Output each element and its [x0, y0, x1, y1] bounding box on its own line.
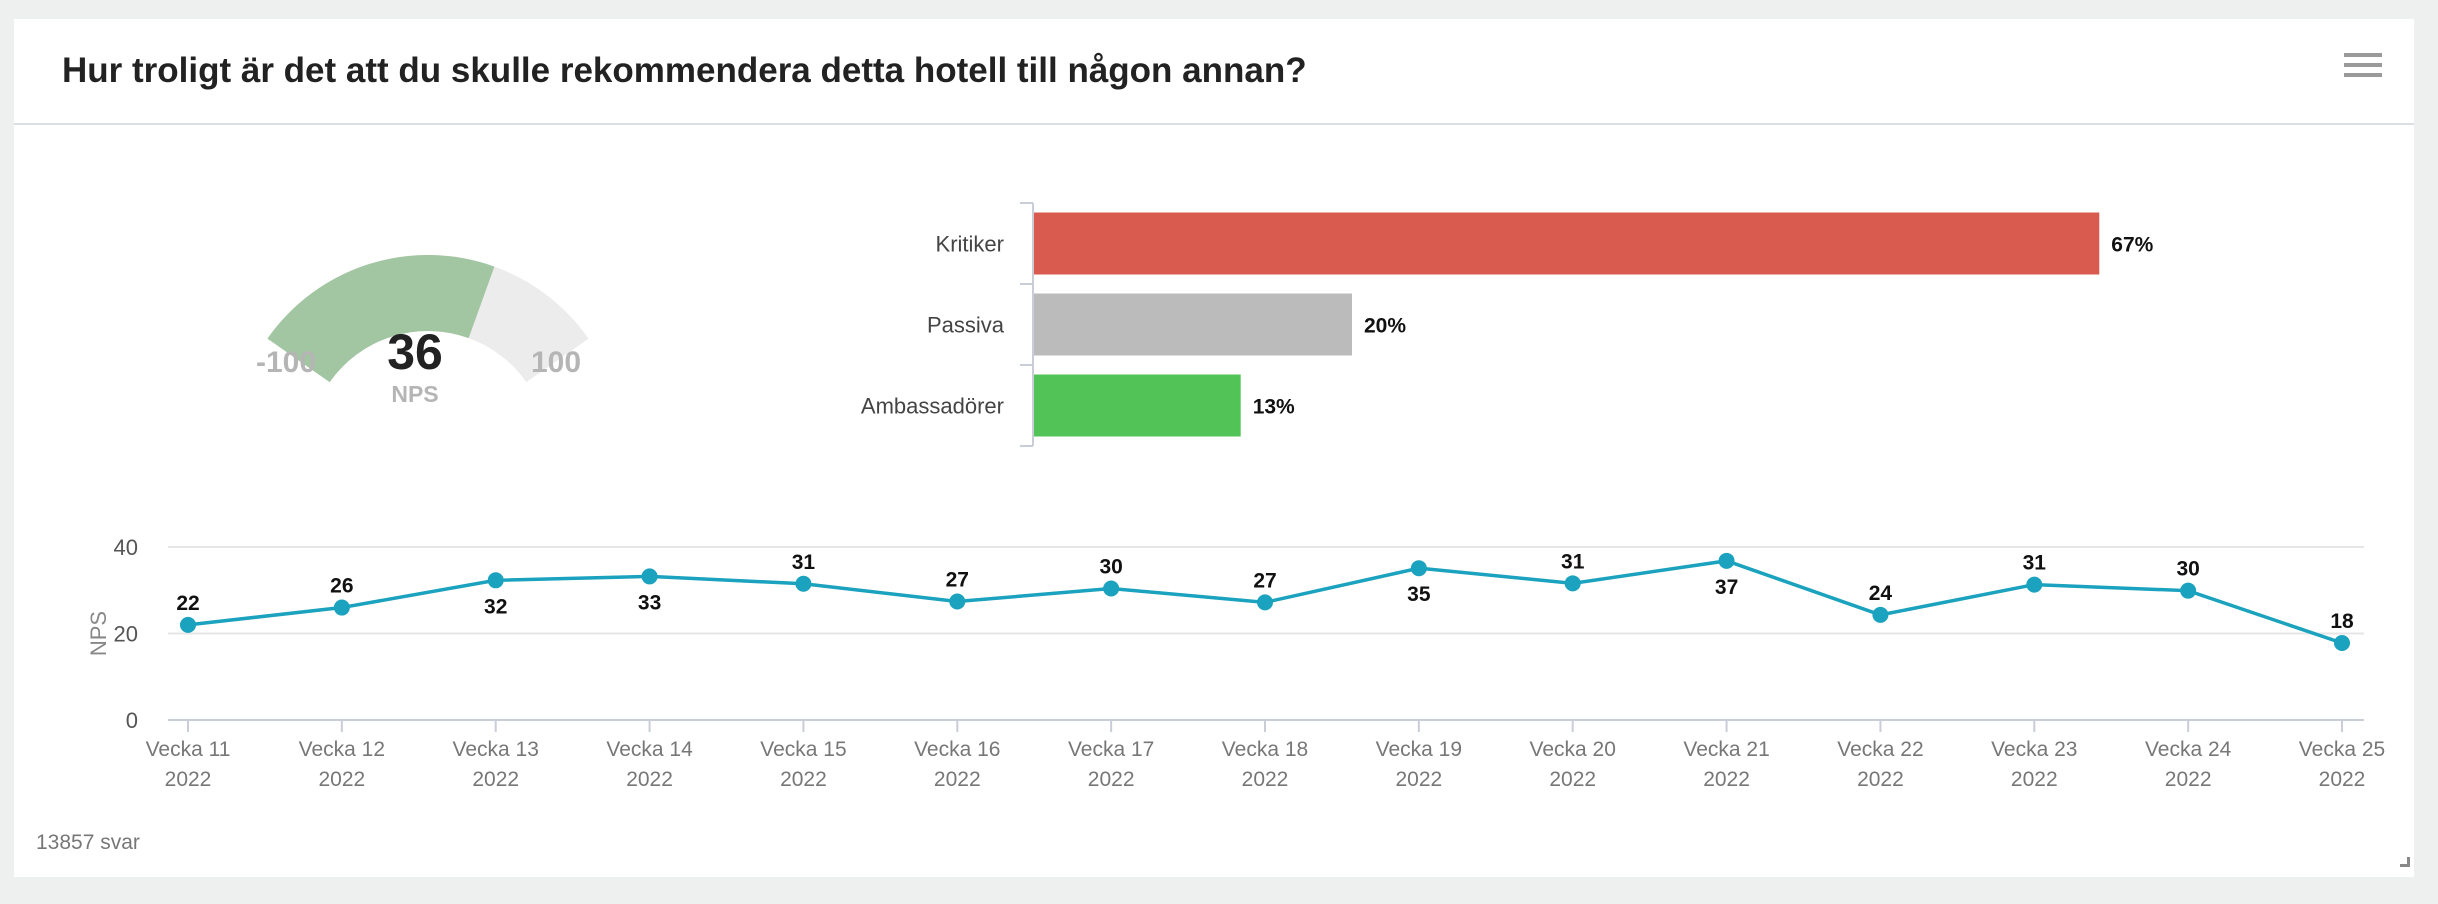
x-tick-label: Vecka 11 — [146, 738, 231, 761]
nps-data-label: 31 — [2023, 552, 2047, 575]
nps-data-label: 30 — [1099, 556, 1122, 579]
nps-data-label: 37 — [1715, 576, 1738, 599]
widget-title: Hur troligt är det att du skulle rekomme… — [62, 51, 1307, 90]
distribution-bar-chart: Kritiker 67% Passiva 20% Ambassadörer 13% — [861, 202, 2154, 447]
nps-data-label: 24 — [1869, 582, 1893, 605]
bar-chart-axis — [1020, 202, 1034, 447]
gauge-unit-label: NPS — [391, 381, 438, 407]
nps-gauge: -100 100 36 NPS — [256, 255, 589, 407]
bar-2[interactable] — [1034, 374, 1241, 437]
x-tick-label: Vecka 15 — [760, 738, 846, 761]
x-tick-label: Vecka 19 — [1376, 738, 1462, 761]
x-tick-year-label: 2022 — [2011, 768, 2058, 791]
nps-point-14[interactable] — [2334, 635, 2350, 652]
nps-trend-line-chart: 0 20 40 NPS Vecka 11 2022 Vecka 12 2022 Vecka 13… — [86, 535, 2385, 791]
bar-data-label: 13% — [1253, 396, 1295, 419]
x-tick-label: Vecka 16 — [914, 738, 1000, 761]
x-tick-year-label: 2022 — [626, 768, 673, 791]
nps-point-5[interactable] — [949, 593, 966, 610]
nps-point-0[interactable] — [180, 616, 196, 633]
x-tick-year-label: 2022 — [2165, 768, 2212, 791]
nps-point-7[interactable] — [1257, 594, 1273, 611]
x-tick-year-label: 2022 — [1395, 768, 1442, 791]
y-axis-label: NPS — [86, 611, 111, 656]
line-chart-series: 22 26 32 33 31 27 30 27 35 31 37 24 31 30 18 — [176, 550, 2354, 652]
nps-data-label: 27 — [946, 568, 969, 591]
bar-chart-bars: Kritiker 67% Passiva 20% Ambassadörer 13% — [861, 212, 2154, 437]
x-tick-year-label: 2022 — [2319, 768, 2366, 791]
gauge-value: 36 — [387, 324, 443, 380]
nps-widget: Hur troligt är det att du skulle rekomme… — [14, 19, 2414, 877]
x-tick-year-label: 2022 — [1549, 768, 1596, 791]
nps-data-label: 32 — [484, 595, 507, 618]
y-tick-label: 20 — [114, 622, 138, 647]
nps-point-12[interactable] — [2026, 576, 2043, 593]
widget-header: Hur troligt är det att du skulle rekomme… — [14, 19, 2414, 125]
x-tick-year-label: 2022 — [1703, 768, 1750, 791]
x-tick-year-label: 2022 — [472, 768, 519, 791]
nps-data-label: 31 — [1561, 550, 1585, 573]
nps-point-8[interactable] — [1410, 560, 1427, 577]
x-tick-year-label: 2022 — [318, 768, 365, 791]
x-tick-label: Vecka 14 — [606, 738, 693, 761]
gauge-fill — [267, 255, 495, 383]
y-tick-label: 0 — [126, 708, 138, 733]
x-tick-year-label: 2022 — [1857, 768, 1904, 791]
bar-data-label: 67% — [2111, 234, 2153, 257]
bar-1[interactable] — [1034, 293, 1352, 356]
bar-data-label: 20% — [1364, 315, 1406, 338]
line-chart-grid: 0 20 40 NPS Vecka 11 2022 Vecka 12 2022 Vecka 13… — [86, 535, 2385, 791]
gauge-min-label: -100 — [256, 346, 316, 379]
nps-point-2[interactable] — [487, 572, 504, 589]
nps-point-1[interactable] — [333, 599, 350, 616]
hamburger-menu-icon[interactable] — [2344, 51, 2382, 81]
x-tick-label: Vecka 20 — [1530, 738, 1616, 761]
nps-point-4[interactable] — [795, 575, 812, 592]
x-tick-label: Vecka 22 — [1837, 738, 1923, 761]
x-tick-label: Vecka 24 — [2145, 738, 2232, 761]
bar-category-label: Passiva — [927, 313, 1005, 338]
nps-data-label: 30 — [2176, 558, 2199, 581]
x-tick-label: Vecka 13 — [453, 738, 539, 761]
bar-0[interactable] — [1034, 212, 2100, 275]
x-tick-label: Vecka 23 — [1991, 738, 2077, 761]
nps-data-label: 31 — [792, 551, 816, 574]
x-tick-label: Vecka 17 — [1068, 738, 1154, 761]
nps-point-11[interactable] — [1872, 606, 1889, 623]
nps-point-10[interactable] — [1718, 552, 1735, 569]
y-tick-label: 40 — [114, 535, 138, 560]
gauge-max-label: 100 — [531, 346, 581, 379]
nps-data-label: 33 — [638, 591, 661, 614]
bar-category-label: Kritiker — [936, 232, 1004, 257]
bar-category-label: Ambassadörer — [861, 394, 1004, 419]
response-count: 13857 svar — [36, 831, 140, 854]
x-tick-label: Vecka 21 — [1683, 738, 1769, 761]
x-tick-label: Vecka 18 — [1222, 738, 1308, 761]
x-tick-year-label: 2022 — [934, 768, 981, 791]
nps-data-label: 27 — [1253, 569, 1276, 592]
nps-point-6[interactable] — [1103, 580, 1120, 597]
x-tick-year-label: 2022 — [1242, 768, 1289, 791]
nps-point-3[interactable] — [641, 568, 658, 585]
x-tick-label: Vecka 12 — [299, 738, 385, 761]
x-tick-year-label: 2022 — [780, 768, 827, 791]
nps-data-label: 18 — [2330, 610, 2354, 633]
resize-handle-icon[interactable] — [2400, 857, 2410, 867]
x-tick-label: Vecka 25 — [2299, 738, 2385, 761]
nps-data-label: 22 — [176, 592, 199, 615]
x-tick-year-label: 2022 — [1088, 768, 1135, 791]
x-tick-year-label: 2022 — [165, 768, 212, 791]
nps-data-label: 26 — [330, 575, 353, 598]
nps-point-9[interactable] — [1564, 575, 1581, 592]
nps-data-label: 35 — [1407, 583, 1431, 606]
nps-point-13[interactable] — [2180, 582, 2197, 599]
